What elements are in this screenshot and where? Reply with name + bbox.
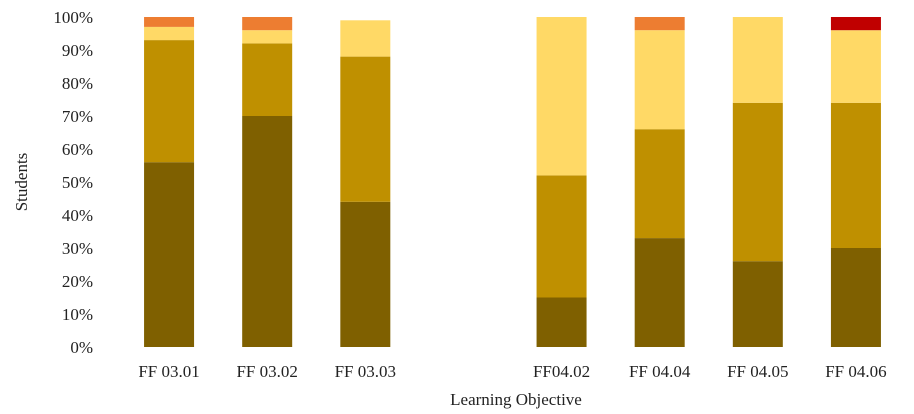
bars xyxy=(144,17,881,347)
x-axis-label: Learning Objective xyxy=(450,390,582,409)
x-tick-label: FF 03.02 xyxy=(236,362,297,381)
bar-segment xyxy=(830,248,881,347)
bar-segment xyxy=(340,56,391,202)
bar-segment xyxy=(732,17,783,103)
bar-segment xyxy=(830,102,881,248)
y-tick-label: 10% xyxy=(62,305,93,324)
bar-segment xyxy=(634,238,685,347)
bar-segment xyxy=(144,40,195,163)
x-tick-label: FF 03.03 xyxy=(335,362,396,381)
bar-segment xyxy=(634,17,685,31)
bar-segment xyxy=(830,17,881,31)
bar-segment xyxy=(242,30,293,44)
y-tick-label: 30% xyxy=(62,239,93,258)
bar-segment xyxy=(242,43,293,116)
bar-segment xyxy=(144,17,195,27)
bar-segment xyxy=(536,297,587,347)
bar-segment xyxy=(536,175,587,298)
bar-segment xyxy=(732,102,783,262)
y-tick-label: 60% xyxy=(62,140,93,159)
y-tick-label: 20% xyxy=(62,272,93,291)
x-tick-label: FF 04.05 xyxy=(727,362,788,381)
bar-segment xyxy=(830,30,881,103)
bar-segment xyxy=(634,129,685,239)
y-tick-label: 80% xyxy=(62,74,93,93)
x-tick-label: FF04.02 xyxy=(533,362,590,381)
bar-segment xyxy=(340,20,391,57)
bar-segment xyxy=(634,30,685,130)
bar-segment xyxy=(144,26,195,41)
bar-segment xyxy=(144,162,195,347)
y-tick-label: 70% xyxy=(62,107,93,126)
bar-segment xyxy=(732,261,783,347)
x-tick-label: FF 04.04 xyxy=(629,362,691,381)
y-axis-ticks: 0% 10% 20% 30% 40% 50% 60% 70% 80% 90% 100% xyxy=(53,8,93,357)
bar-segment xyxy=(242,17,293,31)
bar-segment xyxy=(340,201,391,347)
bar-segment xyxy=(536,17,587,176)
y-tick-label: 50% xyxy=(62,173,93,192)
y-tick-label: 90% xyxy=(62,41,93,60)
y-tick-label: 0% xyxy=(70,338,93,357)
y-axis-label: Students xyxy=(12,153,31,212)
y-tick-label: 40% xyxy=(62,206,93,225)
x-axis-categories: FF 03.01 FF 03.02 FF 03.03 FF04.02 FF 04.04 F… xyxy=(138,362,886,381)
y-tick-label: 100% xyxy=(53,8,93,27)
bar-segment xyxy=(242,116,293,347)
x-tick-label: FF 04.06 xyxy=(825,362,886,381)
x-tick-label: FF 03.01 xyxy=(138,362,199,381)
